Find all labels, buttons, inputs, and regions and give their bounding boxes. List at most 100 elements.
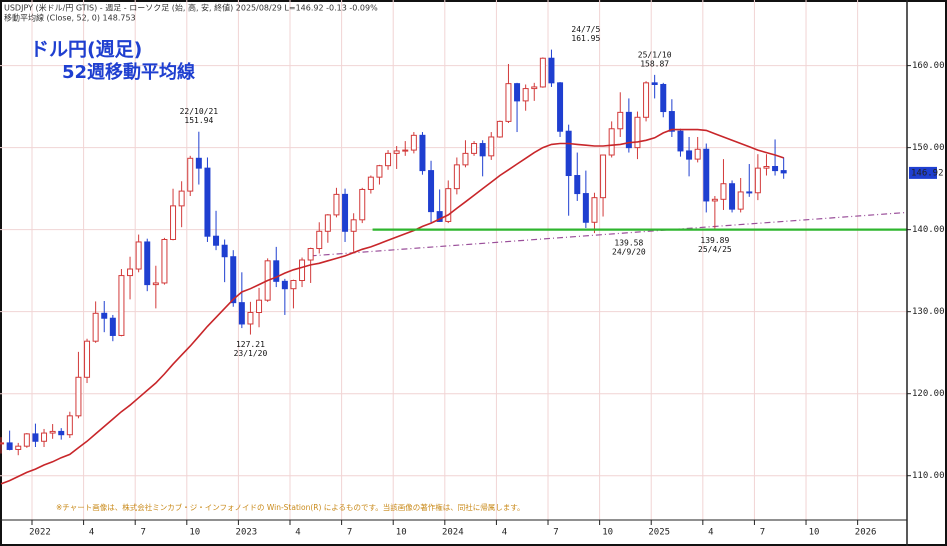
candle-body [445,188,452,222]
x-tick-label: 4 [295,528,300,538]
annotation-date: 24/7/5 [571,25,600,34]
header-line: USDJPY (米ドル/円 GTIS) - 週足 - ローソク足 (始, 高, … [4,3,378,13]
x-tick-label: 7 [760,528,765,538]
y-tick-label: 160.00 [912,61,945,71]
candle-body [204,167,211,237]
annotation-date: 22/10/21 [180,107,219,116]
candle-body [0,442,5,445]
candle-body [299,259,306,282]
candle-body [144,241,151,286]
candle-body [66,415,73,436]
candle-body [720,183,727,200]
candle-body [754,167,761,194]
candle-body [32,433,39,442]
x-tick-label: 2024 [442,528,464,538]
candle-body [436,211,443,222]
x-tick-label: 4 [708,528,713,538]
annotation-price: 161.95 [571,34,600,43]
candle-body [686,150,693,160]
x-tick-label: 2025 [648,528,670,538]
x-tick-label: 2026 [855,528,877,538]
candle-body [178,190,185,207]
candle-body [367,176,374,190]
chart-subtitle: 52週移動平均線 [62,61,195,83]
candle-body [213,235,220,246]
candle-body [574,175,581,195]
candle-body [6,442,13,450]
candle-body [479,143,486,157]
candle-body [118,275,125,336]
candle-body [505,83,512,122]
candle-body [109,317,116,336]
candle-body [600,154,607,199]
candle-body [772,165,779,172]
candle-body [591,197,598,223]
annotation-price: 127.21 [236,340,265,349]
candle-body [324,214,331,232]
candle-body [660,83,667,113]
x-tick-label: 4 [502,528,507,538]
candle-body [75,376,82,417]
candle-body [256,299,263,313]
annotation-date: 25/4/25 [698,245,732,254]
candle-body [41,432,48,442]
x-tick-label: 2023 [236,528,258,538]
candle-body [23,433,30,447]
candle-body [385,152,392,167]
candle-body [496,120,503,138]
candle-body [462,152,469,166]
candle-body [763,165,770,169]
candle-body [350,219,357,232]
candle-body [342,193,349,232]
candle-body [49,430,56,434]
candle-body [531,86,538,90]
candle-body [737,191,744,210]
candle-body [703,148,710,202]
x-tick-label: 7 [553,528,558,538]
candle-body [539,57,546,88]
candle-body [522,88,529,102]
candle-body [187,157,194,192]
y-tick-label: 150.00 [912,143,945,153]
candle-body [127,268,134,277]
candle-body [419,134,426,172]
candle-body [582,193,589,223]
candle-body [247,311,254,325]
x-tick-label: 10 [189,528,200,538]
candle-body [92,312,99,342]
footnote: ※チャート画像は、株式会社ミンカブ・ジ・インフォノイドの Win-Station… [56,502,525,512]
candle-body [15,445,22,450]
y-tick-label: 140.00 [912,225,945,235]
candle-body [643,82,650,118]
candle-body [410,134,417,151]
candle-body [376,165,383,178]
candle-body [711,198,718,202]
candle-body [729,183,736,210]
annotation-price: 151.94 [184,116,213,125]
x-tick-label: 4 [89,528,94,538]
candle-body [290,280,297,290]
trend-line [310,211,908,257]
candle-body [694,148,701,160]
candle-body [471,143,478,154]
candle-body [307,248,314,261]
annotation-date: 23/1/20 [234,349,268,358]
y-tick-label: 130.00 [912,307,945,317]
annotation-price: 139.58 [614,239,643,248]
x-tick-label: 7 [140,528,145,538]
candle-body [238,302,245,325]
candle-body [402,149,409,152]
candle-body [84,340,91,378]
candle-body [488,136,495,157]
candle-body [135,241,142,270]
candle-body [161,238,168,284]
annotation-price: 158.87 [640,59,669,68]
x-tick-label: 10 [396,528,407,538]
candle-body [333,193,340,216]
candle-body [651,82,658,85]
candle-body [152,282,159,286]
candle-body [548,57,555,84]
candle-body [428,170,435,213]
